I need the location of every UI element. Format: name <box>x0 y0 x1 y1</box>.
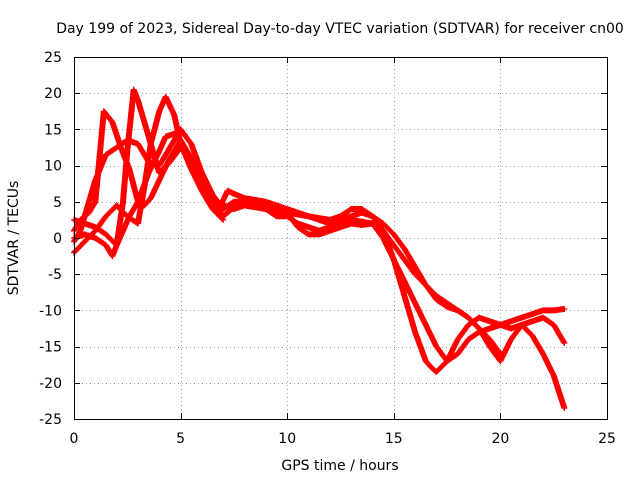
series-markers <box>71 130 504 357</box>
y-tick-label: -25 <box>39 412 62 428</box>
y-axis-title: SDTVAR / TECUs <box>6 181 22 296</box>
x-tick-label: 15 <box>385 431 403 447</box>
x-tick-label: 20 <box>491 431 509 447</box>
grid <box>74 57 607 419</box>
y-tick-label: 0 <box>53 231 62 247</box>
series-track-1 <box>71 130 504 357</box>
y-tick-label: -10 <box>39 303 62 319</box>
y-tick-label: -15 <box>39 340 62 356</box>
y-tick-label: 5 <box>53 195 62 211</box>
x-tick-label: 0 <box>70 431 79 447</box>
y-tick-label: -5 <box>48 267 62 283</box>
chart-title: Day 199 of 2023, Sidereal Day-to-day VTE… <box>56 21 624 37</box>
y-tick-label: 10 <box>44 159 62 175</box>
y-tick-label: 20 <box>44 86 62 102</box>
y-tick-label: 25 <box>44 50 62 66</box>
y-tick-label: -20 <box>39 376 62 392</box>
x-axis-title: GPS time / hours <box>281 458 398 474</box>
x-tick-labels: 0 5 10 15 20 25 <box>70 431 616 447</box>
y-tick-label: 15 <box>44 122 62 138</box>
x-tick-label: 5 <box>176 431 185 447</box>
axis-ticks <box>74 57 608 420</box>
y-tick-labels: -25 -20 -15 -10 -5 0 5 10 15 20 25 <box>39 50 62 428</box>
plot-marks <box>71 86 568 412</box>
x-tick-label: 10 <box>278 431 296 447</box>
x-tick-label: 25 <box>598 431 616 447</box>
